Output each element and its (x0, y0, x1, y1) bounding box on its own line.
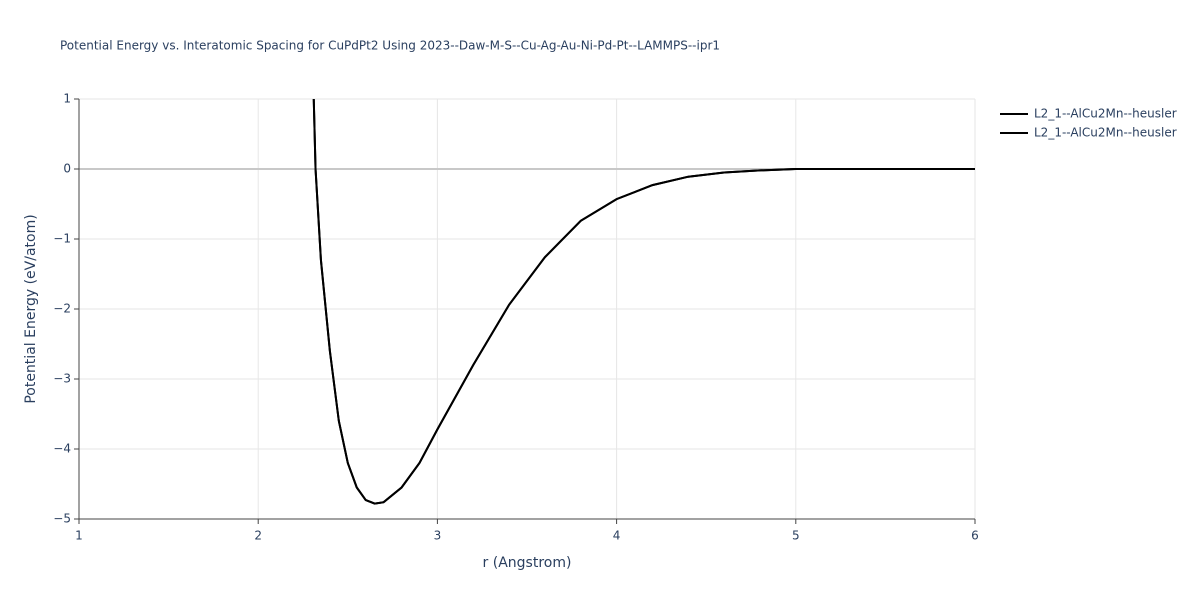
x-axis-label: r (Angstrom) (483, 555, 572, 571)
y-tick-label: 1 (63, 92, 71, 106)
x-tick-label: 1 (75, 529, 83, 543)
legend-label: L2_1--AlCu2Mn--heusler (1034, 126, 1177, 140)
chart-title: Potential Energy vs. Interatomic Spacing… (60, 39, 720, 53)
x-tick-label: 6 (971, 529, 979, 543)
x-tick-label: 5 (792, 529, 800, 543)
y-axis-label: Potential Energy (eV/atom) (23, 214, 39, 403)
x-tick-label: 2 (254, 529, 262, 543)
y-tick-label: −3 (53, 372, 71, 386)
y-tick-label: −4 (53, 442, 71, 456)
y-tick-label: 0 (63, 162, 71, 176)
x-tick-label: 4 (613, 529, 621, 543)
y-tick-label: −5 (53, 512, 71, 526)
y-tick-label: −2 (53, 302, 71, 316)
y-tick-label: −1 (53, 232, 71, 246)
legend-label: L2_1--AlCu2Mn--heusler (1034, 107, 1177, 121)
x-tick-label: 3 (434, 529, 442, 543)
series-line (312, 98, 975, 505)
